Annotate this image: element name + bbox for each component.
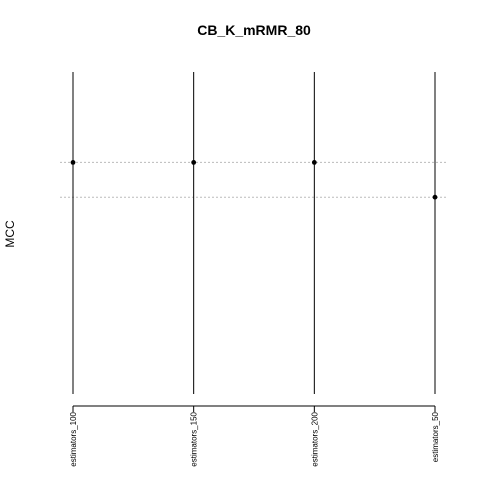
data-point-3 — [432, 194, 438, 200]
x-tick-label-1: estimators_150 — [190, 411, 199, 466]
x-axis: estimators_100 estimators_150 estimators_2… — [69, 405, 440, 467]
category-lines — [72, 72, 436, 394]
data-points — [70, 160, 438, 200]
data-point-2 — [311, 160, 317, 165]
data-point-1 — [191, 160, 197, 165]
data-point-0 — [70, 160, 76, 165]
x-tick-label-0: estimators_100 — [69, 411, 78, 466]
chart-title: CB_K_mRMR_80 — [197, 22, 311, 38]
x-tick-label-3: estimators_50 — [431, 411, 440, 462]
y-axis-label: MCC — [3, 220, 17, 248]
reference-lines — [60, 161, 448, 198]
x-tick-label-2: estimators_200 — [310, 411, 319, 466]
